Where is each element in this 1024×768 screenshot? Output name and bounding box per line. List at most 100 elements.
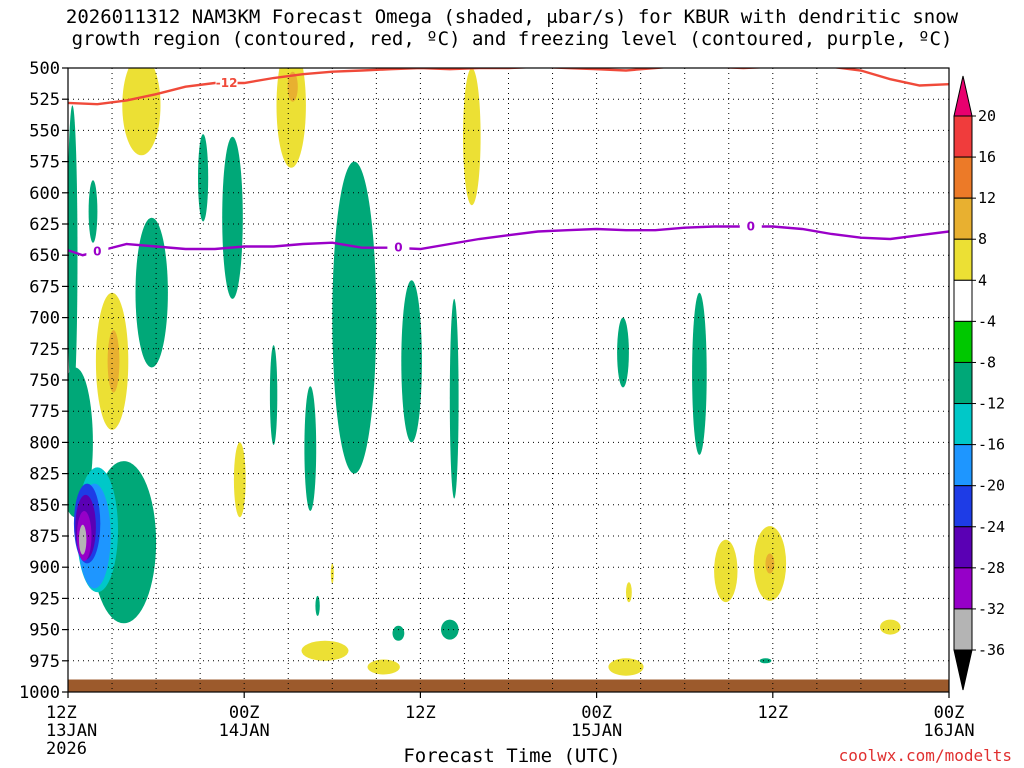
colorbar-box-11 (953, 567, 973, 610)
chart-title: 2026011312 NAM3KM Forecast Omega (shaded… (0, 6, 1024, 50)
colorbar-box-8 (953, 444, 973, 487)
colorbar-box-2 (953, 197, 973, 240)
freezing-contour-line (68, 225, 949, 257)
omega-region-9 (88, 180, 98, 243)
freezing-contour-label-0: 0 (93, 244, 101, 258)
y-tick-label-975: 975 (29, 652, 60, 672)
omega-region-37 (880, 619, 901, 635)
x-tick-label-36-0: 00Z (581, 703, 612, 723)
dendritic-contour-label-bg-0 (215, 75, 238, 90)
omega-region-15 (332, 161, 377, 474)
omega-region-24 (122, 68, 161, 156)
colorbar-bottom-arrow (953, 649, 973, 691)
x-tick-label-36-1: 15JAN (571, 721, 622, 741)
y-axis: 500 525 550 575 600 625 650 675 700 725 750 775 800 8… (19, 59, 68, 703)
omega-region-18 (617, 317, 629, 388)
freezing-contour-label-1: 0 (394, 241, 402, 255)
omega-region-29 (287, 71, 298, 102)
y-tick-label-600: 600 (29, 184, 60, 204)
y-tick-label-950: 950 (29, 621, 60, 641)
colorbar-box-5 (953, 320, 973, 363)
colorbar-label-7: -12 (978, 395, 1005, 413)
omega-region-19 (692, 292, 707, 455)
freezing-contour-label-bg-1 (387, 240, 410, 255)
y-tick-label-850: 850 (29, 496, 60, 516)
omega-region-8 (79, 524, 87, 555)
x-tick-label-0-1: 13JAN (46, 721, 97, 741)
y-tick-label-650: 650 (29, 246, 60, 266)
omega-region-33 (608, 658, 644, 676)
omega-region-38 (626, 582, 632, 603)
omega-region-26 (463, 68, 481, 206)
x-tick-label-0-0: 12Z (46, 703, 77, 723)
x-tick-label-60-1: 16JAN (923, 721, 974, 741)
y-tick-label-750: 750 (29, 371, 60, 391)
omega-region-17 (449, 298, 459, 499)
omega-region-25 (276, 68, 306, 168)
omega-region-14 (304, 386, 317, 511)
x-tick-label-0-2: 2026 (46, 739, 87, 759)
freezing-contour-label-bg-2 (739, 219, 762, 234)
omega-region-21 (392, 625, 405, 641)
colorbar-box-7 (953, 403, 973, 446)
y-tick-label-550: 550 (29, 121, 60, 141)
y-tick-label-700: 700 (29, 309, 60, 329)
y-tick-label-625: 625 (29, 215, 60, 235)
omega-shading (68, 68, 901, 676)
colorbar-label-13: -36 (978, 641, 1005, 659)
y-tick-label-775: 775 (29, 402, 60, 422)
credit-link[interactable]: coolwx.com/modelts (838, 746, 1012, 765)
colorbar-label-5: -4 (978, 312, 996, 330)
colorbar-top-arrow (953, 75, 973, 117)
colorbar-label-0: 20 (978, 107, 996, 125)
colorbar-box-6 (953, 361, 973, 405)
y-tick-label-800: 800 (29, 433, 60, 453)
omega-region-12 (222, 136, 243, 299)
colorbar-box-9 (953, 485, 973, 528)
x-axis-label: Forecast Time (UTC) (403, 745, 621, 767)
omega-region-20 (315, 595, 320, 616)
omega-region-32 (367, 659, 400, 675)
omega-region-10 (135, 217, 168, 368)
omega-region-30 (233, 442, 246, 518)
terrain-fill (68, 679, 949, 692)
colorbar-box-10 (953, 526, 973, 569)
omega-region-16 (401, 280, 422, 443)
omega-region-22 (441, 619, 459, 640)
omega-region-11 (198, 134, 209, 222)
y-tick-label-575: 575 (29, 153, 60, 173)
x-tick-label-60-0: 00Z (934, 703, 965, 723)
y-tick-label-925: 925 (29, 589, 60, 609)
contours: -12 0 0 0 (68, 68, 949, 259)
omega-region-28 (107, 330, 120, 393)
omega-region-34 (714, 539, 738, 603)
y-tick-label-500: 500 (29, 59, 60, 79)
colorbar-label-8: -16 (978, 436, 1005, 454)
colorbar: 20 16 12 8 4 -4 -8 -12 -16 -20 -24 -28 -32 -36 (953, 75, 1005, 691)
freezing-contour-label-2: 0 (747, 219, 755, 233)
grid (67, 67, 950, 693)
title-line-2: growth region (contoured, red, ºC) and f… (71, 28, 953, 50)
y-tick-label-725: 725 (29, 340, 60, 360)
colorbar-label-9: -20 (978, 477, 1005, 495)
colorbar-box-3 (953, 238, 973, 281)
colorbar-box-1 (953, 156, 973, 199)
x-tick-label-48-0: 12Z (757, 703, 788, 723)
y-tick-label-900: 900 (29, 558, 60, 578)
colorbar-label-10: -24 (978, 518, 1005, 536)
colorbar-label-11: -28 (978, 559, 1005, 577)
omega-region-23 (759, 658, 772, 664)
colorbar-box-0 (953, 115, 973, 158)
colorbar-box-12 (953, 608, 973, 651)
colorbar-label-4: 4 (978, 271, 987, 289)
title-line-1: 2026011312 NAM3KM Forecast Omega (shaded… (65, 6, 959, 28)
y-tick-label-875: 875 (29, 527, 60, 547)
y-tick-label-525: 525 (29, 90, 60, 110)
colorbar-label-1: 16 (978, 148, 996, 166)
colorbar-label-2: 12 (978, 189, 996, 207)
colorbar-label-6: -8 (978, 353, 996, 371)
y-tick-label-1000: 1000 (19, 683, 60, 703)
freezing-contour-label-bg-0 (86, 244, 109, 259)
